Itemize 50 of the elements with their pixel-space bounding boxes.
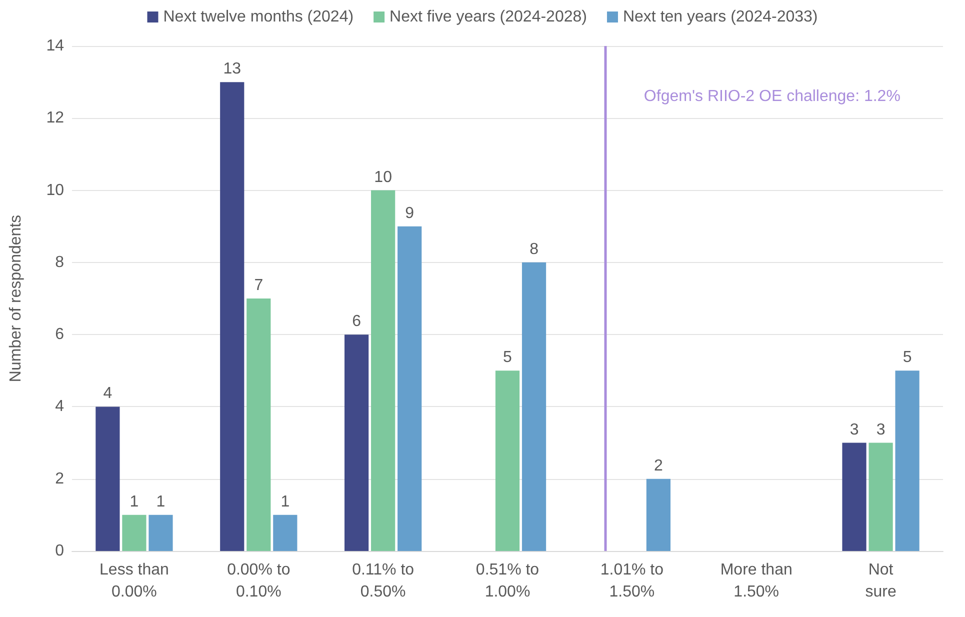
data-label: 1: [280, 493, 290, 510]
data-label: 8: [530, 240, 539, 258]
bar: [868, 442, 893, 551]
bar: [895, 370, 920, 551]
y-tick-label: 8: [55, 254, 64, 271]
x-tick-label: Less than 0.00%: [100, 562, 169, 600]
y-tick-label: 12: [46, 110, 64, 127]
legend-label: Next ten years (2024-2033): [622, 8, 818, 26]
y-tick-label: 14: [46, 38, 64, 54]
y-axis-title: Number of respondents: [8, 214, 24, 382]
data-label: 5: [503, 349, 512, 366]
bar: [842, 442, 866, 551]
x-tick-label: 0.00% to 0.10%: [227, 562, 290, 600]
data-label: 1: [130, 493, 139, 510]
bar: [495, 370, 520, 551]
data-label: 4: [103, 385, 112, 402]
legend-label: Next twelve months (2024): [163, 8, 354, 26]
bar: [246, 298, 271, 551]
y-tick-label: 4: [55, 398, 64, 416]
bar: [344, 334, 369, 551]
bar: [522, 262, 546, 551]
data-label: 7: [254, 277, 264, 294]
bar: [148, 514, 173, 551]
ref-line-label: Ofgem's RIIO-2 OE challenge: 1.2%: [644, 88, 900, 105]
y-tick-label: 6: [55, 326, 64, 344]
x-tick-label: More than 1.50%: [720, 562, 792, 600]
data-label: 5: [902, 349, 912, 366]
data-label: 1: [156, 493, 166, 510]
data-label: 13: [223, 60, 242, 78]
bar: [273, 514, 298, 551]
data-label: 3: [850, 421, 859, 438]
x-tick-label: 1.01% to 1.50%: [600, 562, 664, 600]
legend-label: Next five years (2024-2028): [390, 8, 587, 26]
bar: [371, 190, 396, 551]
data-label: 3: [876, 421, 886, 438]
y-tick-label: 2: [55, 470, 64, 488]
x-tick-label: Not sure: [865, 562, 896, 600]
bar: [96, 406, 120, 551]
bar: [398, 226, 422, 551]
data-label: 9: [405, 204, 414, 222]
bar: [646, 478, 670, 551]
bar: [122, 514, 146, 551]
data-label: 10: [374, 168, 392, 186]
bar: [220, 82, 244, 551]
y-tick-label: 10: [46, 182, 64, 199]
x-tick-label: 0.51% to 1.00%: [476, 562, 540, 600]
x-tick-label: 0.11% to 0.50%: [352, 562, 414, 600]
y-tick-label: 0: [55, 542, 64, 560]
data-label: 2: [654, 457, 663, 474]
data-label: 6: [352, 313, 362, 330]
